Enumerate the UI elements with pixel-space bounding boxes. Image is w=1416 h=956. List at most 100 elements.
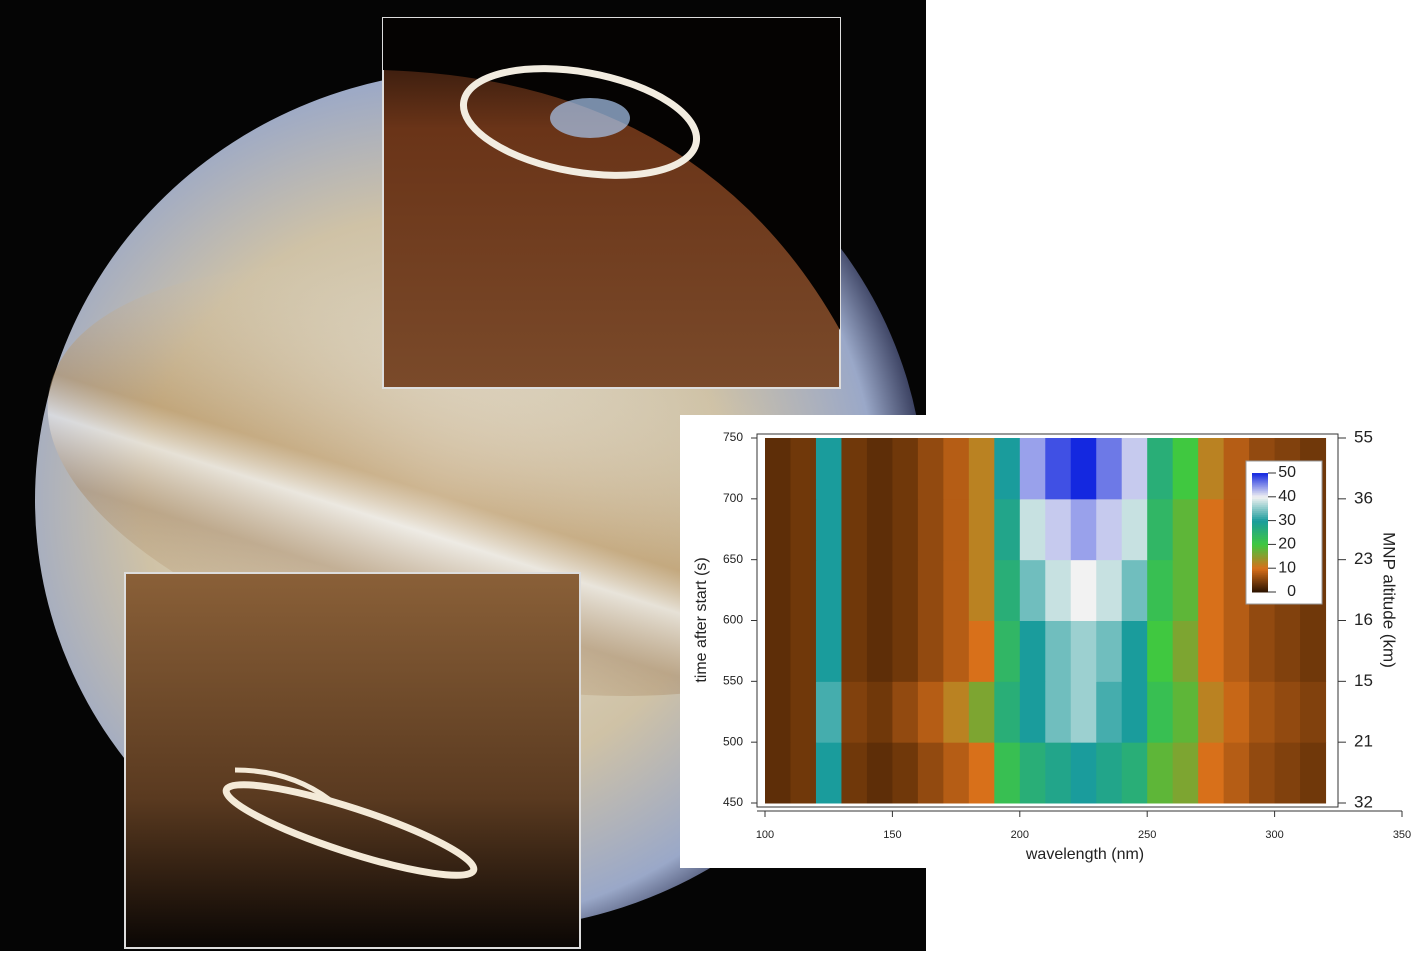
heatmap-cell [943,499,969,560]
y2-tick-label: 32 [1354,792,1373,811]
heatmap-cell [1198,499,1224,560]
heatmap-cell [1275,621,1301,682]
heatmap-cell [1300,681,1326,742]
heatmap-cell [1122,742,1148,803]
heatmap-cell [1173,742,1199,803]
heatmap-cell [816,560,842,621]
south-aurora-inset [125,573,580,948]
heatmap-cell [841,621,867,682]
heatmap-cell [1045,499,1071,560]
heatmap-cell [765,681,791,742]
heatmap-cell [1198,681,1224,742]
colorbar-tick-label: 10 [1278,559,1296,576]
heatmap-cell [790,681,816,742]
heatmap-cell [1020,621,1046,682]
colorbar-strip [1252,473,1268,475]
heatmap-cell [765,499,791,560]
y2-tick-label: 15 [1354,671,1373,690]
heatmap-cell [969,742,995,803]
heatmap-cell [892,560,918,621]
heatmap-cell [867,621,893,682]
heatmap-cell [1071,499,1097,560]
heatmap-cell [1300,742,1326,803]
heatmap-cell [1198,438,1224,499]
heatmap-cell [1071,621,1097,682]
heatmap-cell [816,681,842,742]
x-tick-label: 350 [1393,829,1411,841]
heatmap-cell [892,681,918,742]
y2-tick-label: 36 [1354,488,1373,507]
heatmap-cell [918,742,944,803]
y-axis-label: time after start (s) [693,557,710,682]
heatmap-cell [1071,681,1097,742]
heatmap-cell [1147,681,1173,742]
heatmap-cell [892,438,918,499]
heatmap-cell [790,438,816,499]
heatmap-cell [1147,499,1173,560]
heatmap-cell [1249,621,1275,682]
heatmap-cell [994,560,1020,621]
x-tick-label: 150 [883,829,901,841]
heatmap-cell [1071,560,1097,621]
y2-tick-label: 21 [1354,732,1373,751]
aurora-spot [550,98,630,138]
heatmap-cell [1020,681,1046,742]
heatmap-cell [1173,560,1199,621]
heatmap-cell [1147,438,1173,499]
heatmap-cell [892,621,918,682]
heatmap-cell [1173,621,1199,682]
heatmap-cell [943,681,969,742]
heatmap-cell [841,742,867,803]
y-tick-label: 550 [723,674,743,688]
heatmap-cell [867,499,893,560]
y-tick-label: 450 [723,795,743,809]
heatmap-cell [1045,438,1071,499]
heatmap-cell [969,499,995,560]
heatmap-cell [943,560,969,621]
heatmap-cell [994,621,1020,682]
heatmap-cell [918,621,944,682]
heatmap-cell [1096,560,1122,621]
heatmap-cell [1045,742,1071,803]
x-tick-label: 200 [1011,829,1029,841]
colorbar-tick-label: 50 [1278,464,1296,481]
heatmap-cell [1045,560,1071,621]
heatmap-cell [790,499,816,560]
heatmap-cell [841,499,867,560]
heatmap-cell [969,438,995,499]
x-axis-label: wavelength (nm) [1025,846,1144,863]
heatmap-cell [969,621,995,682]
y-tick-label: 500 [723,734,743,748]
heatmap-cell [816,438,842,499]
heatmap-cell [1122,621,1148,682]
heatmap-cell [816,499,842,560]
heatmap-cell [1096,438,1122,499]
heatmap-cell [765,621,791,682]
heatmap-cell [1045,621,1071,682]
heatmap-cell [1300,621,1326,682]
heatmap-cell [765,438,791,499]
heatmap-cell [1224,742,1250,803]
heatmap-cell [867,438,893,499]
heatmap-cell [1224,681,1250,742]
heatmap-cell [892,742,918,803]
heatmap-cell [790,621,816,682]
heatmap-cell [1249,742,1275,803]
heatmap-cell [994,742,1020,803]
heatmap-cell [1275,742,1301,803]
x-tick-label: 250 [1138,829,1156,841]
heatmap-cell [841,681,867,742]
colorbar-tick-label: 40 [1278,488,1296,505]
heatmap-cell [1198,621,1224,682]
heatmap-cell [765,742,791,803]
heatmap-cell [892,499,918,560]
heatmap-cell [790,560,816,621]
heatmap-cell [790,742,816,803]
heatmap-cell [943,742,969,803]
heatmap-cell [867,742,893,803]
colorbar-tick-label: 0 [1287,583,1296,600]
heatmap-cell [867,681,893,742]
heatmap-cell [1122,681,1148,742]
x-tick-label: 100 [756,829,774,841]
